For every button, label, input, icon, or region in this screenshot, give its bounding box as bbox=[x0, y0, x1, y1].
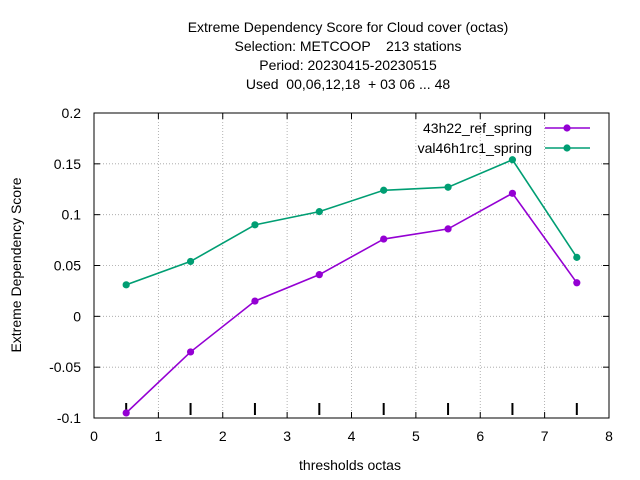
tick-marks bbox=[93, 112, 610, 419]
legend-entry: 43h22_ref_spring bbox=[423, 120, 590, 136]
legend-entry: val46h1rc1_spring bbox=[418, 140, 590, 156]
series-point bbox=[444, 225, 452, 233]
x-axis-label: thresholds octas bbox=[299, 457, 401, 473]
title-line-4: Used 00,06,12,18 + 03 06 ... 48 bbox=[246, 76, 451, 92]
x-tick-label: 4 bbox=[348, 428, 356, 444]
series-point bbox=[186, 257, 195, 266]
grid bbox=[94, 113, 609, 418]
y-tick-label: 0.2 bbox=[62, 105, 82, 121]
x-tick-label: 0 bbox=[90, 428, 98, 444]
y-tick-label: 0.1 bbox=[62, 207, 82, 223]
series-point bbox=[315, 271, 323, 279]
x-tick-labels: 0 1 2 3 4 5 6 7 8 bbox=[90, 428, 613, 444]
series-point bbox=[380, 235, 388, 243]
legend-marker bbox=[563, 124, 571, 132]
legend-label: 43h22_ref_spring bbox=[423, 120, 532, 136]
x-tick-label: 2 bbox=[219, 428, 227, 444]
series-point bbox=[380, 186, 388, 194]
y-tick-label: -0.05 bbox=[49, 359, 81, 375]
series-point bbox=[315, 208, 323, 216]
y-axis-label: Extreme Dependency Score bbox=[8, 177, 24, 352]
legend-marker bbox=[563, 144, 571, 152]
threshold-markers bbox=[125, 403, 578, 415]
series-point bbox=[122, 409, 130, 417]
series-point bbox=[251, 297, 259, 305]
title-line-2: Selection: METCOOP 213 stations bbox=[235, 38, 462, 54]
x-tick-label: 1 bbox=[154, 428, 162, 444]
series-point bbox=[508, 189, 517, 197]
x-tick-label: 7 bbox=[541, 428, 549, 444]
x-tick-label: 5 bbox=[412, 428, 420, 444]
series-point bbox=[508, 156, 517, 164]
series-point bbox=[251, 221, 259, 229]
series-line bbox=[125, 158, 578, 286]
plot-frame bbox=[93, 112, 610, 419]
series-layer bbox=[122, 156, 581, 417]
y-tick-label: 0.05 bbox=[54, 258, 81, 274]
x-tick-label: 6 bbox=[476, 428, 484, 444]
y-tick-label: -0.1 bbox=[57, 410, 81, 426]
title-line-1: Extreme Dependency Score for Cloud cover… bbox=[188, 19, 509, 35]
chart-title: Extreme Dependency Score for Cloud cover… bbox=[188, 19, 509, 92]
series-point bbox=[573, 279, 581, 287]
legend: 43h22_ref_spring val46h1rc1_spring bbox=[418, 120, 590, 156]
series-point bbox=[122, 281, 130, 289]
x-tick-label: 8 bbox=[605, 428, 613, 444]
x-tick-label: 3 bbox=[283, 428, 291, 444]
series-line bbox=[125, 192, 578, 414]
series-2 bbox=[122, 156, 581, 289]
series-point bbox=[186, 348, 195, 356]
series-point bbox=[444, 183, 452, 191]
legend-label: val46h1rc1_spring bbox=[418, 140, 532, 156]
series-1 bbox=[122, 189, 581, 417]
y-tick-labels: -0.1 -0.05 0 0.05 0.1 0.15 0.2 bbox=[49, 105, 81, 426]
y-tick-label: 0.15 bbox=[54, 156, 81, 172]
y-tick-label: 0 bbox=[73, 308, 81, 324]
title-line-3: Period: 20230415-20230515 bbox=[259, 57, 437, 73]
series-point bbox=[573, 253, 581, 261]
